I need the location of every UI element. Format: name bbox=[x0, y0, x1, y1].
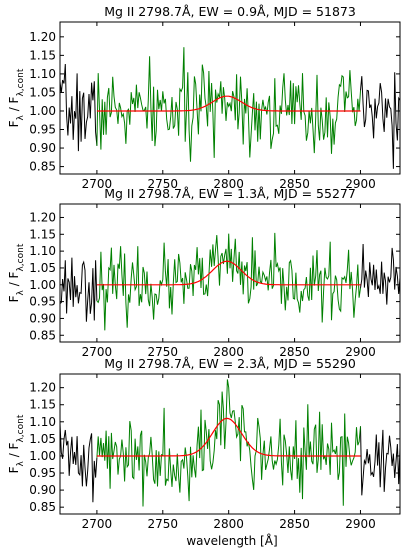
x-tick-label: 2900 bbox=[345, 345, 376, 359]
y-tick-label: 1.05 bbox=[29, 85, 56, 99]
y-tick-label: 1.00 bbox=[29, 104, 56, 118]
y-tick-label: 0.95 bbox=[29, 466, 56, 480]
y-tick-label: 1.00 bbox=[29, 449, 56, 463]
spectrum-outside-left bbox=[60, 63, 98, 152]
y-tick-label: 0.90 bbox=[29, 141, 56, 155]
y-tick-label: 1.10 bbox=[29, 67, 56, 81]
x-tick-label: 2850 bbox=[279, 177, 310, 191]
x-tick-label: 2900 bbox=[345, 517, 376, 531]
spectrum-outside-right bbox=[360, 243, 400, 305]
y-tick-label: 1.05 bbox=[29, 432, 56, 446]
spectrum-panel-3: Mg II 2798.7Å, EW = 2.3Å, MJD = 55290 Fλ … bbox=[7, 356, 401, 531]
x-tick-label: 2850 bbox=[279, 345, 310, 359]
y-tick-label: 1.20 bbox=[29, 210, 56, 224]
y-tick-label: 1.10 bbox=[29, 244, 56, 258]
panel-title: Mg II 2798.7Å, EW = 1.3Å, MJD = 55277 bbox=[104, 186, 356, 201]
x-tick-label: 2750 bbox=[148, 517, 179, 531]
y-tick-label: 0.85 bbox=[29, 500, 56, 514]
axes-frame bbox=[59, 373, 401, 515]
spectrum-fit-region bbox=[96, 47, 361, 162]
y-tick-label: 1.05 bbox=[29, 261, 56, 275]
y-tick-label: 0.90 bbox=[29, 311, 56, 325]
gaussian-fit-line bbox=[96, 260, 361, 286]
y-tick-label: 1.15 bbox=[29, 227, 56, 241]
y-tick-label: 0.95 bbox=[29, 123, 56, 137]
x-tick-label: 2750 bbox=[148, 345, 179, 359]
panel-title: Mg II 2798.7Å, EW = 2.3Å, MJD = 55290 bbox=[104, 356, 356, 371]
panel-title: Mg II 2798.7Å, EW = 0.9Å, MJD = 51873 bbox=[104, 4, 356, 19]
y-tick-label: 1.00 bbox=[29, 278, 56, 292]
y-tick-label: 1.15 bbox=[29, 398, 56, 412]
x-tick-label: 2700 bbox=[82, 177, 113, 191]
x-tick-label: 2900 bbox=[345, 177, 376, 191]
gaussian-fit-line bbox=[96, 95, 361, 112]
x-tick-label: 2800 bbox=[213, 517, 244, 531]
y-tick-label: 0.85 bbox=[29, 160, 56, 174]
spectrum-panel-1: Mg II 2798.7Å, EW = 0.9Å, MJD = 51873 Fλ … bbox=[7, 4, 401, 191]
x-tick-label: 2800 bbox=[213, 345, 244, 359]
y-tick-label: 1.20 bbox=[29, 381, 56, 395]
x-tick-label: 2800 bbox=[213, 177, 244, 191]
panels: Mg II 2798.7Å, EW = 0.9Å, MJD = 51873 Fλ … bbox=[7, 4, 401, 531]
axes-frame bbox=[59, 203, 401, 343]
y-tick-label: 1.10 bbox=[29, 415, 56, 429]
x-tick-label: 2700 bbox=[82, 517, 113, 531]
spectrum-outside-right bbox=[360, 72, 400, 169]
spectrum-outside-left bbox=[60, 423, 98, 503]
spectrum-fit-region bbox=[96, 232, 361, 331]
x-axis-label: wavelength [Å] bbox=[186, 533, 277, 548]
y-axis-label: Fλ / Fλ,cont bbox=[7, 68, 26, 127]
y-tick-label: 0.95 bbox=[29, 295, 56, 309]
x-tick-label: 2850 bbox=[279, 517, 310, 531]
x-tick-label: 2700 bbox=[82, 345, 113, 359]
axes-frame bbox=[59, 21, 401, 175]
spectrum-panel-2: Mg II 2798.7Å, EW = 1.3Å, MJD = 55277 Fλ … bbox=[7, 186, 401, 359]
spectrum-outside-right bbox=[360, 426, 400, 496]
spectrum-outside-left bbox=[60, 257, 98, 322]
y-tick-label: 1.20 bbox=[29, 30, 56, 44]
y-axis-label: Fλ / Fλ,cont bbox=[7, 243, 26, 302]
y-tick-label: 0.90 bbox=[29, 483, 56, 497]
gaussian-fit-line bbox=[96, 417, 361, 457]
x-tick-label: 2750 bbox=[148, 177, 179, 191]
y-axis-label: Fλ / Fλ,cont bbox=[7, 414, 26, 473]
y-tick-label: 1.15 bbox=[29, 48, 56, 62]
y-tick-label: 0.85 bbox=[29, 328, 56, 342]
spectrum-fit-region bbox=[96, 379, 361, 507]
